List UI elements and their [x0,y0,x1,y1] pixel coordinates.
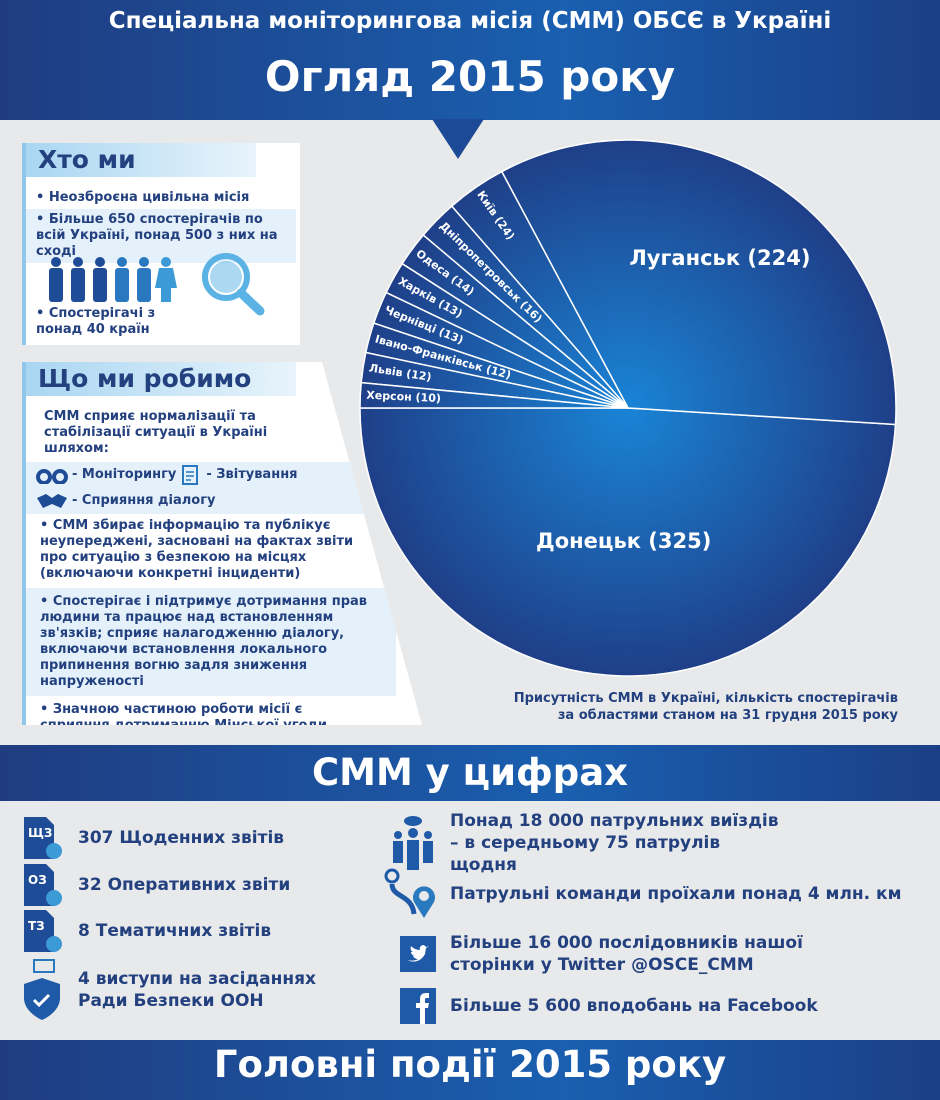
monitoring-label: - Моніторингу [72,467,177,482]
pie-label: Херсон (10) [366,389,441,406]
stat-twitter: Більше 16 000 послідовників нашої сторін… [400,932,820,976]
stat-text: 8 Тематичних звітів [78,921,272,941]
stat-text: 32 Оперативних звіти [78,875,291,895]
what-intro: СММ сприяє нормалізації та стабілізації … [44,409,268,456]
header: Спеціальна моніторингова місія (СММ) ОБС… [0,0,940,120]
what-item: • СММ збирає інформацію та публікує неуп… [40,518,354,581]
svg-text:ТЗ: ТЗ [28,919,45,933]
what-item: • Значною частиною роботи місії є сприян… [40,702,328,733]
stat-text: Патрульні команди проїхали понад 4 млн. … [450,884,902,904]
who-we-are-panel: Хто ми • Неозброєна цивільна місія • Біл… [22,143,300,345]
numbers-title: СММ у цифрах [0,745,940,801]
reporting-label: - Звітування [206,467,298,482]
stat-text: Понад 18 000 патрульних виїздів – в сере… [450,811,779,875]
handshake-icon [37,494,67,508]
svg-text:ОЗ: ОЗ [28,873,47,887]
stat-daily-reports: ЩЗ 307 Щоденних звітів [22,815,284,861]
stat-un-security-council: 4 виступи на засіданнях Ради Безпеки ООН [22,958,352,1022]
people-icon [49,257,177,302]
pie-chart: Донецьк (325)Луганськ (224)Київ (24)Дніп… [359,139,897,677]
route-pin-icon [384,868,435,918]
globe-magnifier-icon [202,253,265,316]
shield-check-icon [24,959,60,1020]
pie-slice-0 [359,407,897,677]
operational-report-icon: ОЗ [24,864,62,906]
caption-line: за областями станом на 31 грудня 2015 ро… [557,708,898,723]
dialogue-label: - Сприяння діалогу [72,493,216,508]
people-eye-icon [393,816,433,870]
stat-operational-reports: ОЗ 32 Оперативних звіти [22,862,290,908]
who-item: • Неозброєна цивільна місія [36,190,250,205]
who-item: • Більше 650 спостерігачів по всій Украї… [26,209,296,263]
stat-thematic-reports: ТЗ 8 Тематичних звітів [22,908,271,954]
caption-line: Присутність СММ в Україні, кількість спо… [513,691,898,706]
pie-label: Донецьк (325) [536,529,711,553]
what-we-do-title: Що ми робимо [26,362,296,396]
page-title: Огляд 2015 року [264,52,676,101]
header-pointer [432,119,484,159]
stat-text: 4 виступи на засіданнях Ради Безпеки ООН [78,969,316,1011]
facebook-icon [400,988,436,1024]
who-we-are-title: Хто ми [26,143,256,177]
stat-text: Більше 5 600 вподобань на Facebook [450,996,818,1016]
pie-slice-9 [359,381,629,409]
header-subtitle: Спеціальна моніторингова місія (СММ) ОБС… [108,8,832,34]
events-title: Головні події 2015 року [0,1040,940,1100]
stat-patrols: Понад 18 000 патрульних виїздів – в сере… [390,810,790,876]
chart-caption: Присутність СММ в Україні, кількість спо… [514,690,898,724]
stat-distance: Патрульні команди проїхали понад 4 млн. … [384,868,904,920]
report-clipboard-icon [182,465,199,485]
who-item: • Спостерігачі з понад 40 країн [36,306,156,337]
daily-report-icon: ЩЗ [24,817,62,859]
thematic-report-icon: ТЗ [24,910,62,952]
what-item: • Спостерігає і підтримує дотримання пра… [26,588,396,696]
stat-facebook: Більше 5 600 вподобань на Facebook [400,988,860,1024]
svg-text:ЩЗ: ЩЗ [28,826,52,840]
pie-label: Луганськ (224) [629,246,810,270]
stat-text: 307 Щоденних звітів [78,828,285,848]
binoculars-icon [36,469,68,484]
stat-text: Більше 16 000 послідовників нашої сторін… [450,933,803,975]
twitter-icon [400,936,436,972]
pie-slice-1 [500,139,897,426]
